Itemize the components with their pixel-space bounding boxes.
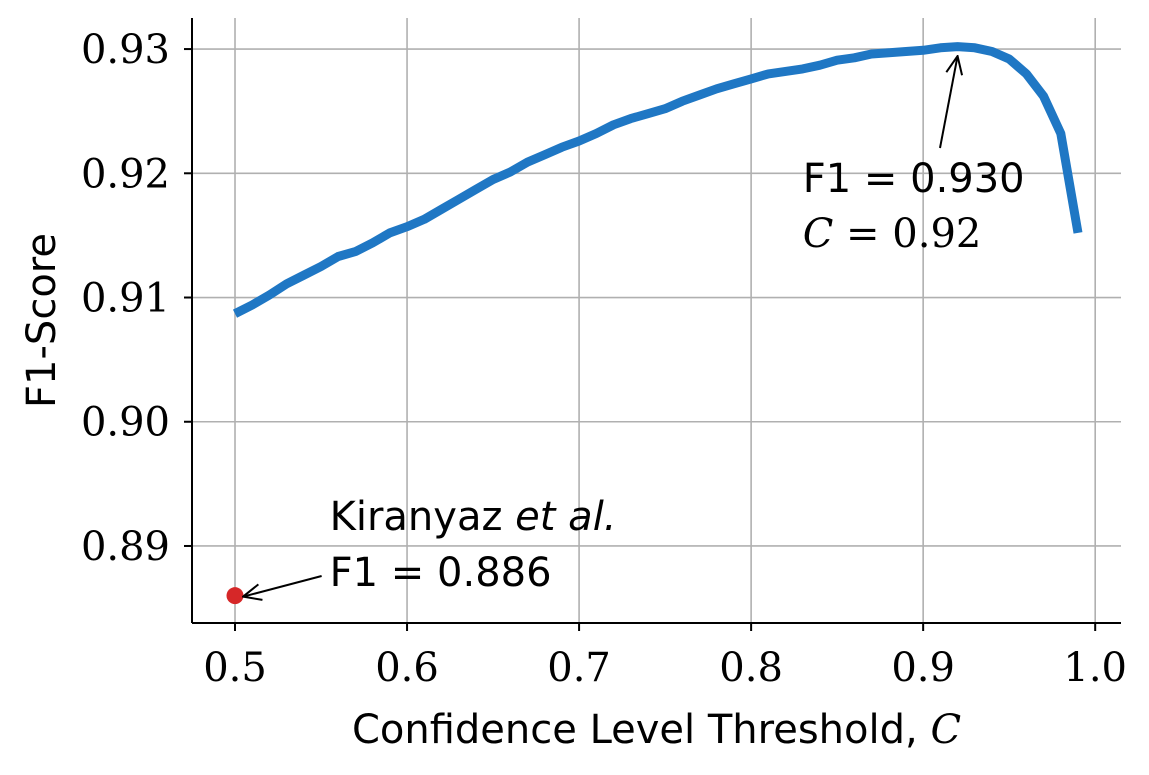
best-point-threshold-symbol: C: [803, 211, 834, 257]
f1-curve-line: [232, 42, 1083, 318]
x-axis-label: Confidence Level Threshold, C: [352, 707, 961, 753]
x-ticks: 0.5 0.6 0.7 0.8 0.9 1.0: [203, 623, 1127, 691]
best-point-threshold-value: = 0.92: [833, 211, 981, 257]
x-tick-label-3: 0.8: [719, 645, 783, 691]
y-tick-label-0: 0.89: [81, 524, 170, 570]
y-tick-label-4: 0.93: [81, 27, 170, 73]
x-tick-label-4: 0.9: [891, 645, 955, 691]
y-tick-label-2: 0.91: [81, 276, 170, 322]
baseline-name-label: Kiranyaz et al.: [330, 494, 617, 540]
series-layer: [226, 42, 1083, 605]
x-tick-label-0: 0.5: [203, 645, 267, 691]
y-tick-label-3: 0.92: [81, 151, 170, 197]
annotations: F1 = 0.930 C = 0.92 Kiranyaz et al. F1 =…: [243, 56, 1025, 597]
y-ticks: 0.89 0.90 0.91 0.92 0.93: [81, 27, 192, 570]
baseline-name-italic: et al.: [515, 494, 616, 540]
x-axis-label-symbol: C: [930, 707, 961, 753]
grid: [192, 18, 1121, 623]
baseline-point-0: [226, 587, 244, 605]
y-axis-label: F1-Score: [19, 233, 65, 408]
best-point-f1-text: F1 = 0.930: [803, 156, 1025, 202]
x-tick-label-5: 1.0: [1063, 645, 1127, 691]
best-point-arrow: [939, 56, 958, 149]
baseline-arrow: [243, 575, 322, 597]
best-point-threshold-label: C = 0.92: [803, 211, 982, 257]
x-tick-label-1: 0.6: [375, 645, 439, 691]
y-tick-label-1: 0.90: [81, 400, 170, 446]
x-axis-label-text: Confidence Level Threshold,: [352, 707, 930, 753]
baseline-f1-label: F1 = 0.886: [330, 550, 552, 596]
x-tick-label-2: 0.7: [547, 645, 611, 691]
baseline-name-text: Kiranyaz: [330, 494, 516, 540]
best-point-f1-label: F1 = 0.930: [803, 156, 1025, 202]
